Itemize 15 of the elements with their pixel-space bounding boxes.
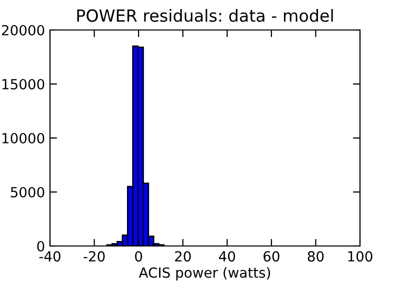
x-tick-label: 80 (308, 251, 324, 262)
x-tick-label: 0 (135, 251, 142, 262)
x-tick-label: -20 (84, 251, 105, 262)
y-tick-label: 5000 (10, 186, 44, 198)
chart-title: POWER residuals: data - model (77, 9, 333, 22)
x-tick-label: 20 (175, 251, 191, 262)
x-tick-label: 40 (218, 251, 236, 262)
y-tick-label: 0 (37, 240, 44, 252)
y-tick-label: 15000 (2, 78, 44, 90)
y-tick-label: 20000 (2, 24, 44, 36)
x-tick-label: 60 (264, 251, 280, 262)
x-tick-label: 100 (348, 251, 372, 262)
y-tick-label: 10000 (2, 132, 44, 144)
x-axis-title: ACIS power (watts) (138, 267, 270, 281)
x-tick-label: -40 (39, 251, 60, 262)
